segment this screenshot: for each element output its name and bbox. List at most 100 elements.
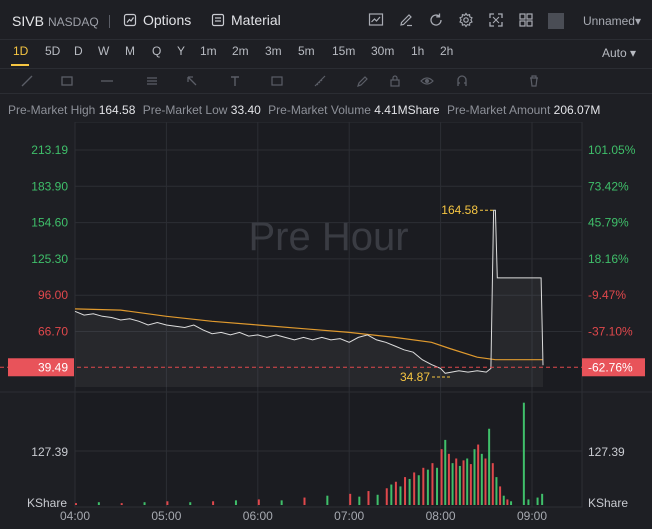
brush-icon[interactable] xyxy=(355,74,369,88)
volume-bar xyxy=(458,465,461,505)
interval-tab-3m[interactable]: 3m xyxy=(265,44,282,58)
channel-icon[interactable] xyxy=(145,74,159,88)
volume-axis-label: 127.39 xyxy=(31,445,68,459)
measure-icon[interactable] xyxy=(313,74,327,88)
current-price-tag xyxy=(8,358,74,377)
options-button[interactable]: Options xyxy=(123,12,191,28)
volume-bar xyxy=(166,501,169,505)
high-marker-label: 164.58 xyxy=(441,203,478,217)
pen-icon[interactable] xyxy=(398,12,414,28)
interval-tab-y[interactable]: Y xyxy=(177,44,186,58)
volume-bar xyxy=(522,402,525,505)
chart-watermark: Pre Hour xyxy=(248,215,408,259)
options-label: Options xyxy=(143,12,192,28)
magnet-icon[interactable] xyxy=(455,74,469,88)
time-axis-label: 06:00 xyxy=(243,509,273,523)
layout-select[interactable]: Unnamed▾ xyxy=(583,14,641,28)
volume-bar xyxy=(447,453,450,505)
price-chart[interactable]: 213.19 101.05% 183.90 73.42% 154.60 45.79% 125… xyxy=(0,122,652,529)
volume-bar xyxy=(189,502,192,505)
premarket-high-label: Pre-Market High xyxy=(8,103,96,117)
interval-tab-15m[interactable]: 15m xyxy=(332,44,356,58)
volume-bar xyxy=(541,493,544,505)
header-toolbar xyxy=(368,12,564,29)
image-icon[interactable] xyxy=(270,74,284,88)
volume-bar xyxy=(143,502,146,505)
change-axis-label: -37.10% xyxy=(588,325,633,339)
volume-bar xyxy=(431,463,434,505)
price-axis-label: 213.19 xyxy=(31,143,68,157)
volume-bar xyxy=(349,493,352,505)
current-change-value: -62.76% xyxy=(588,360,633,374)
interval-tab-q[interactable]: Q xyxy=(152,44,162,58)
time-axis-label: 09:00 xyxy=(517,509,547,523)
volume-bar xyxy=(417,475,420,505)
volume-bar xyxy=(455,458,458,505)
chart-type-icon[interactable] xyxy=(368,12,384,28)
volume-bar xyxy=(451,463,454,505)
material-label: Material xyxy=(231,12,281,28)
volume-bar xyxy=(440,449,443,505)
interval-tab-1m[interactable]: 1m xyxy=(200,44,217,58)
interval-tab-1d[interactable]: 1D xyxy=(13,44,29,58)
volume-bar xyxy=(422,467,425,505)
text-icon[interactable] xyxy=(228,74,242,88)
volume-bar xyxy=(358,496,361,505)
interval-tab-5m[interactable]: 5m xyxy=(298,44,315,58)
eye-icon[interactable] xyxy=(420,74,434,88)
time-axis-label: 08:00 xyxy=(426,509,456,523)
price-line xyxy=(74,209,544,374)
volume-axis-label-right: 127.39 xyxy=(588,445,625,459)
change-axis-label: 45.79% xyxy=(588,216,629,230)
interval-tabs: 1D 5D D W M Q Y 1m 2m 3m 5m 15m 30m 1h 2h xyxy=(0,40,652,66)
trash-icon[interactable] xyxy=(527,74,541,88)
lock-icon[interactable] xyxy=(388,74,402,88)
average-price-line xyxy=(74,308,543,361)
fullscreen-icon[interactable] xyxy=(488,12,504,28)
volume-bar xyxy=(234,500,237,505)
interval-tab-1h[interactable]: 1h xyxy=(411,44,425,58)
volume-bar xyxy=(444,439,447,505)
interval-tab-2m[interactable]: 2m xyxy=(232,44,249,58)
change-axis-label: 101.05% xyxy=(588,143,636,157)
volume-unit-label-right: KShare xyxy=(588,496,628,510)
interval-tab-30m[interactable]: 30m xyxy=(371,44,395,58)
premarket-low-value: 33.40 xyxy=(230,103,261,117)
volume-bar xyxy=(394,481,397,505)
symbol-ticker[interactable]: SIVB xyxy=(12,13,44,29)
interval-tab-5d[interactable]: 5D xyxy=(45,44,61,58)
interval-tab-2h[interactable]: 2h xyxy=(440,44,454,58)
volume-bar xyxy=(495,477,498,505)
current-change-tag xyxy=(582,358,645,377)
top-header: SIVB NASDAQ Options Material Unnamed▾ xyxy=(0,0,652,40)
trend-line-icon[interactable] xyxy=(20,74,34,88)
scale-mode-select[interactable]: Auto ▾ xyxy=(602,46,636,60)
interval-tab-d[interactable]: D xyxy=(74,44,83,58)
time-axis-label: 04:00 xyxy=(60,509,90,523)
grid-layout-icon[interactable] xyxy=(518,12,534,28)
premarket-high-value: 164.58 xyxy=(98,103,136,117)
volume-unit-label: KShare xyxy=(27,496,67,510)
arrow-icon[interactable] xyxy=(185,74,199,88)
premarket-low-label: Pre-Market Low xyxy=(142,103,228,117)
price-axis-label: 66.70 xyxy=(38,325,68,339)
rectangle-icon[interactable] xyxy=(60,74,74,88)
volume-bar xyxy=(280,500,283,505)
volume-bar xyxy=(97,502,100,505)
volume-bar xyxy=(404,477,407,505)
header-divider xyxy=(548,13,564,29)
volume-bar xyxy=(480,453,483,505)
layout-name: Unnamed xyxy=(582,14,635,28)
interval-tab-w[interactable]: W xyxy=(98,44,110,58)
volume-bar xyxy=(502,495,505,505)
volume-bar xyxy=(488,428,491,505)
interval-tab-m[interactable]: M xyxy=(125,44,135,58)
volume-bar xyxy=(303,497,306,505)
refresh-icon[interactable] xyxy=(428,12,444,28)
settings-icon[interactable] xyxy=(458,12,474,28)
horizontal-line-icon[interactable] xyxy=(100,74,114,88)
change-axis-label: 73.42% xyxy=(588,179,629,193)
volume-bar xyxy=(484,458,487,505)
material-button[interactable]: Material xyxy=(211,12,281,28)
change-axis-label: 18.16% xyxy=(588,252,629,266)
